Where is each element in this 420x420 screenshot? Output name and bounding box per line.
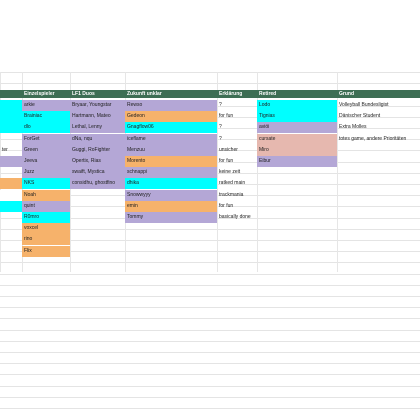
table-cell-c1[interactable]: quint: [22, 200, 70, 212]
grid-row-line: [0, 385, 420, 398]
table-cell-c4[interactable]: basically done: [219, 214, 251, 220]
table-cell-c3[interactable]: Snowwyyy: [125, 189, 217, 201]
header-cell-c4[interactable]: Erklärung: [219, 91, 243, 97]
table-cell-c2[interactable]: swaift, Mystica: [70, 167, 125, 179]
cell-col0-fill[interactable]: [0, 156, 22, 167]
table-cell-c3[interactable]: schnappi: [125, 167, 217, 179]
table-cell-c1[interactable]: Flix: [22, 245, 70, 257]
table-cell-c4[interactable]: keine zeit: [219, 169, 241, 176]
table-cell-c1[interactable]: voxcel: [22, 223, 70, 235]
header-row: [0, 90, 420, 98]
table-cell-c5[interactable]: Tignias: [257, 111, 337, 123]
top-blank-area: [0, 0, 420, 72]
table-cell-c1[interactable]: ForGet: [22, 133, 70, 145]
table-cell-c4[interactable]: for fun: [219, 202, 234, 209]
table-cell-c5[interactable]: cursate: [257, 133, 337, 145]
cell-col0-fill[interactable]: [0, 122, 22, 134]
table-cell-c2[interactable]: considhu, ghostfino: [70, 178, 125, 190]
table-cell-c3[interactable]: Gedeon: [125, 111, 217, 123]
grid-column-line: [257, 72, 258, 272]
table-cell-c1[interactable]: NKS: [22, 178, 70, 190]
grid-row-line: [0, 262, 420, 274]
table-cell-c5[interactable]: Lodo: [257, 100, 337, 111]
grid-column-line: [217, 72, 218, 272]
table-cell-c4[interactable]: ?: [219, 124, 222, 131]
grid-column-line: [0, 72, 1, 272]
table-cell-c1[interactable]: Brainiac: [22, 111, 70, 123]
cell-col0-fill[interactable]: [0, 189, 22, 201]
table-cell-c6[interactable]: Extra Molles: [339, 124, 367, 131]
table-cell-c5[interactable]: Eibur: [257, 156, 337, 167]
table-cell-c4[interactable]: for fun: [219, 158, 234, 164]
grid-row-line: [0, 396, 420, 409]
table-cell-c4[interactable]: for fun: [219, 113, 234, 120]
table-cell-c5[interactable]: Miro: [257, 144, 337, 156]
grid-row-line: [0, 408, 420, 420]
grid-row-line: [0, 284, 420, 297]
header-cell-c1[interactable]: Einzelspieler: [24, 91, 55, 97]
table-cell-c2[interactable]: Opertix, Rias: [70, 156, 125, 167]
grid-row-line: [0, 72, 420, 84]
table-cell-c4[interactable]: unsicher: [219, 146, 238, 153]
table-cell-c4[interactable]: ?: [219, 102, 222, 108]
table-cell-c2[interactable]: Guggi, RoFighter: [70, 144, 125, 156]
table-cell-c1[interactable]: Green: [22, 144, 70, 156]
table-cell-c2[interactable]: Hartmann, Mateo: [70, 111, 125, 123]
grid-row-line: [0, 307, 420, 319]
grid-row-line: [0, 363, 420, 375]
table-cell-c2[interactable]: dNa, nqu: [70, 133, 125, 145]
cell-col0-fill[interactable]: [0, 178, 22, 190]
cell-col0-fill[interactable]: [0, 100, 22, 111]
grid-row-line: [0, 228, 420, 241]
table-cell-c3[interactable]: emin: [125, 200, 217, 212]
table-cell-c4[interactable]: ?: [219, 135, 222, 142]
grid-row-line: [0, 296, 420, 308]
table-cell-c6[interactable]: Volleyball Bundesligist: [339, 102, 389, 108]
grid-row-line: [0, 340, 420, 353]
table-cell-c1[interactable]: Noah: [22, 189, 70, 201]
grid-row-line: [0, 329, 420, 342]
cell-col0-fill[interactable]: [0, 111, 22, 123]
table-cell-c3[interactable]: iceflame: [125, 133, 217, 145]
table-cell-c1[interactable]: Juzz: [22, 167, 70, 179]
header-cell-c3[interactable]: Zukunft unklar: [127, 91, 162, 97]
header-cell-c2[interactable]: LF1 Duos: [72, 91, 95, 97]
table-cell-c1[interactable]: rino: [22, 234, 70, 246]
table-cell-c2[interactable]: Bryaar, Youngstar: [70, 100, 125, 111]
table-cell-c3[interactable]: dhika: [125, 178, 217, 190]
grid-row-line: [0, 374, 420, 386]
table-cell-c4[interactable]: ratked main: [219, 180, 246, 187]
header-cell-c5[interactable]: Retired: [259, 91, 277, 97]
table-cell-c2[interactable]: Lethal, Lenny: [70, 122, 125, 134]
table-cell-c3[interactable]: Rewso: [125, 100, 217, 111]
grid-row-line: [0, 251, 420, 263]
table-cell-c1[interactable]: R0mro: [22, 212, 70, 223]
table-cell-c1[interactable]: dlo: [22, 122, 70, 134]
table-cell-c3[interactable]: Gnagflow06: [125, 122, 217, 134]
grid-column-line: [337, 72, 338, 272]
table-cell-c6[interactable]: totes game, andere Prioritäten: [339, 135, 407, 142]
table-cell-c3[interactable]: Morento: [125, 156, 217, 167]
grid-row-line: [0, 318, 420, 330]
table-cell-c1[interactable]: arkie: [22, 100, 70, 111]
table-cell-c1[interactable]: Jeeva: [22, 156, 70, 167]
table-cell-c5[interactable]: aviöi: [257, 122, 337, 134]
grid-row-line: [0, 83, 420, 95]
grid-row-line: [0, 273, 420, 286]
grid-row-line: [0, 240, 420, 252]
table-cell-c6[interactable]: Dänischer Student: [339, 113, 381, 120]
table-cell-c4[interactable]: trackmania: [219, 191, 244, 198]
grid-row-line: [0, 352, 420, 364]
cell-col0-label[interactable]: ter: [2, 146, 8, 153]
table-cell-c3[interactable]: Menzuu: [125, 144, 217, 156]
header-cell-c6[interactable]: Grund: [339, 91, 354, 97]
table-cell-c3[interactable]: Tommy: [125, 212, 217, 223]
cell-col0-fill[interactable]: [0, 200, 22, 212]
